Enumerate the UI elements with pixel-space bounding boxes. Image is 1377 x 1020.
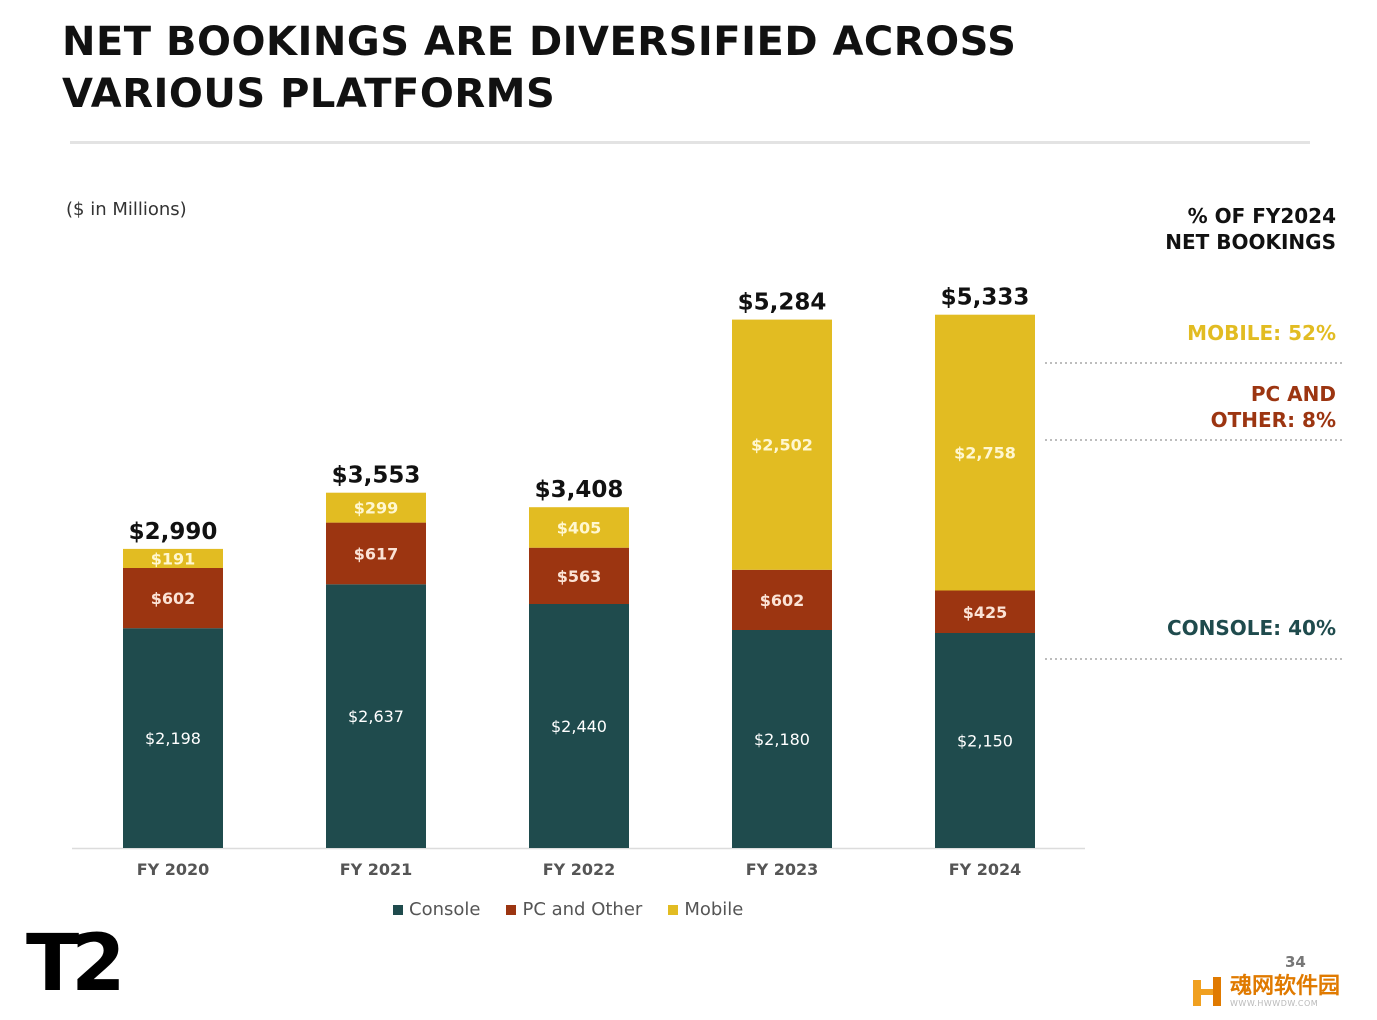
watermark-logo-icon bbox=[1193, 977, 1221, 1006]
legend-label-console: Console bbox=[409, 899, 481, 920]
bar-segment-pc-and-other-fy-2024 bbox=[935, 590, 1035, 633]
bar-segment-console-fy-2020 bbox=[123, 628, 223, 848]
watermark-text: 魂网软件园 bbox=[1230, 974, 1341, 999]
legend-swatch-mobile bbox=[668, 904, 679, 915]
data-label-mobile-fy-2021: $299 bbox=[354, 499, 399, 518]
watermark-subtext: WWW.HWWDW.COM bbox=[1230, 999, 1319, 1008]
bar-segment-pc-and-other-fy-2020 bbox=[123, 568, 223, 629]
site-watermark: 魂网软件园 WWW.HWWDW.COM bbox=[1190, 974, 1340, 1010]
bar-segment-mobile-fy-2024 bbox=[935, 314, 1035, 591]
share-console-label: CONSOLE: 40% bbox=[1167, 616, 1336, 640]
bar-segment-pc-and-other-fy-2022 bbox=[529, 547, 629, 604]
chart-legend: Console PC and Other Mobile bbox=[393, 899, 743, 920]
bar-segment-mobile-fy-2021 bbox=[326, 492, 426, 523]
data-label-pc-and-other-fy-2021: $617 bbox=[354, 544, 399, 563]
units-note: ($ in Millions) bbox=[66, 199, 187, 220]
x-tick-label-fy-2021: FY 2021 bbox=[340, 860, 413, 879]
share-heading-line-1: % OF FY2024 bbox=[1188, 204, 1336, 228]
bar-segment-console-fy-2023 bbox=[732, 630, 832, 848]
total-label-fy-2021: $3,553 bbox=[332, 463, 421, 489]
legend-swatch-console bbox=[393, 904, 403, 915]
legend-item-mobile: Mobile bbox=[668, 899, 743, 920]
data-label-pc-and-other-fy-2024: $425 bbox=[963, 603, 1008, 622]
x-tick-label-fy-2022: FY 2022 bbox=[543, 860, 616, 879]
share-pc-label-line-2: OTHER: 8% bbox=[1211, 408, 1336, 432]
data-label-mobile-fy-2023: $2,502 bbox=[751, 436, 813, 455]
bar-segment-mobile-fy-2022 bbox=[529, 507, 629, 548]
bar-segment-console-fy-2024 bbox=[935, 633, 1035, 848]
data-label-mobile-fy-2022: $405 bbox=[557, 518, 602, 537]
title-line-2: VARIOUS PLATFORMS bbox=[62, 71, 556, 117]
share-mobile-label: MOBILE: 52% bbox=[1187, 321, 1336, 345]
title-line-1: NET BOOKINGS ARE DIVERSIFIED ACROSS bbox=[62, 19, 1017, 65]
total-label-fy-2020: $2,990 bbox=[129, 519, 218, 545]
legend-swatch-pc-and-other bbox=[506, 904, 517, 915]
total-label-fy-2023: $5,284 bbox=[738, 290, 827, 316]
bar-segment-mobile-fy-2020 bbox=[123, 548, 223, 568]
share-pc-label-line-1: PC AND bbox=[1251, 382, 1336, 406]
t2-logo: T2 bbox=[26, 919, 126, 1009]
bar-segment-pc-and-other-fy-2021 bbox=[326, 522, 426, 585]
data-label-console-fy-2024: $2,150 bbox=[957, 732, 1013, 751]
bar-segment-console-fy-2022 bbox=[529, 604, 629, 848]
bar-segment-mobile-fy-2023 bbox=[732, 319, 832, 570]
slide-title: NET BOOKINGS ARE DIVERSIFIED ACROSS VARI… bbox=[62, 16, 1016, 120]
legend-label-mobile: Mobile bbox=[684, 899, 744, 920]
data-label-pc-and-other-fy-2023: $602 bbox=[760, 591, 805, 610]
legend-label-pc-and-other: PC and Other bbox=[522, 899, 643, 920]
bar-segment-console-fy-2021 bbox=[326, 584, 426, 848]
x-tick-label-fy-2024: FY 2024 bbox=[949, 860, 1022, 879]
data-label-console-fy-2022: $2,440 bbox=[551, 717, 607, 736]
legend-item-pc-and-other: PC and Other bbox=[506, 899, 642, 920]
data-label-mobile-fy-2020: $191 bbox=[151, 549, 196, 568]
data-label-pc-and-other-fy-2020: $602 bbox=[151, 589, 196, 608]
total-label-fy-2024: $5,333 bbox=[941, 285, 1030, 311]
total-label-fy-2022: $3,408 bbox=[535, 477, 624, 503]
data-label-console-fy-2021: $2,637 bbox=[348, 707, 404, 726]
data-label-mobile-fy-2024: $2,758 bbox=[954, 444, 1016, 463]
data-label-console-fy-2020: $2,198 bbox=[145, 729, 201, 748]
bar-segment-pc-and-other-fy-2023 bbox=[732, 569, 832, 630]
x-tick-label-fy-2020: FY 2020 bbox=[137, 860, 210, 879]
data-label-pc-and-other-fy-2022: $563 bbox=[557, 567, 602, 586]
title-divider bbox=[70, 141, 1310, 144]
data-label-console-fy-2023: $2,180 bbox=[754, 730, 810, 749]
legend-item-console: Console bbox=[393, 899, 480, 920]
share-heading-line-2: NET BOOKINGS bbox=[1165, 230, 1336, 254]
page-number: 34 bbox=[1285, 953, 1306, 971]
x-tick-label-fy-2023: FY 2023 bbox=[746, 860, 819, 879]
